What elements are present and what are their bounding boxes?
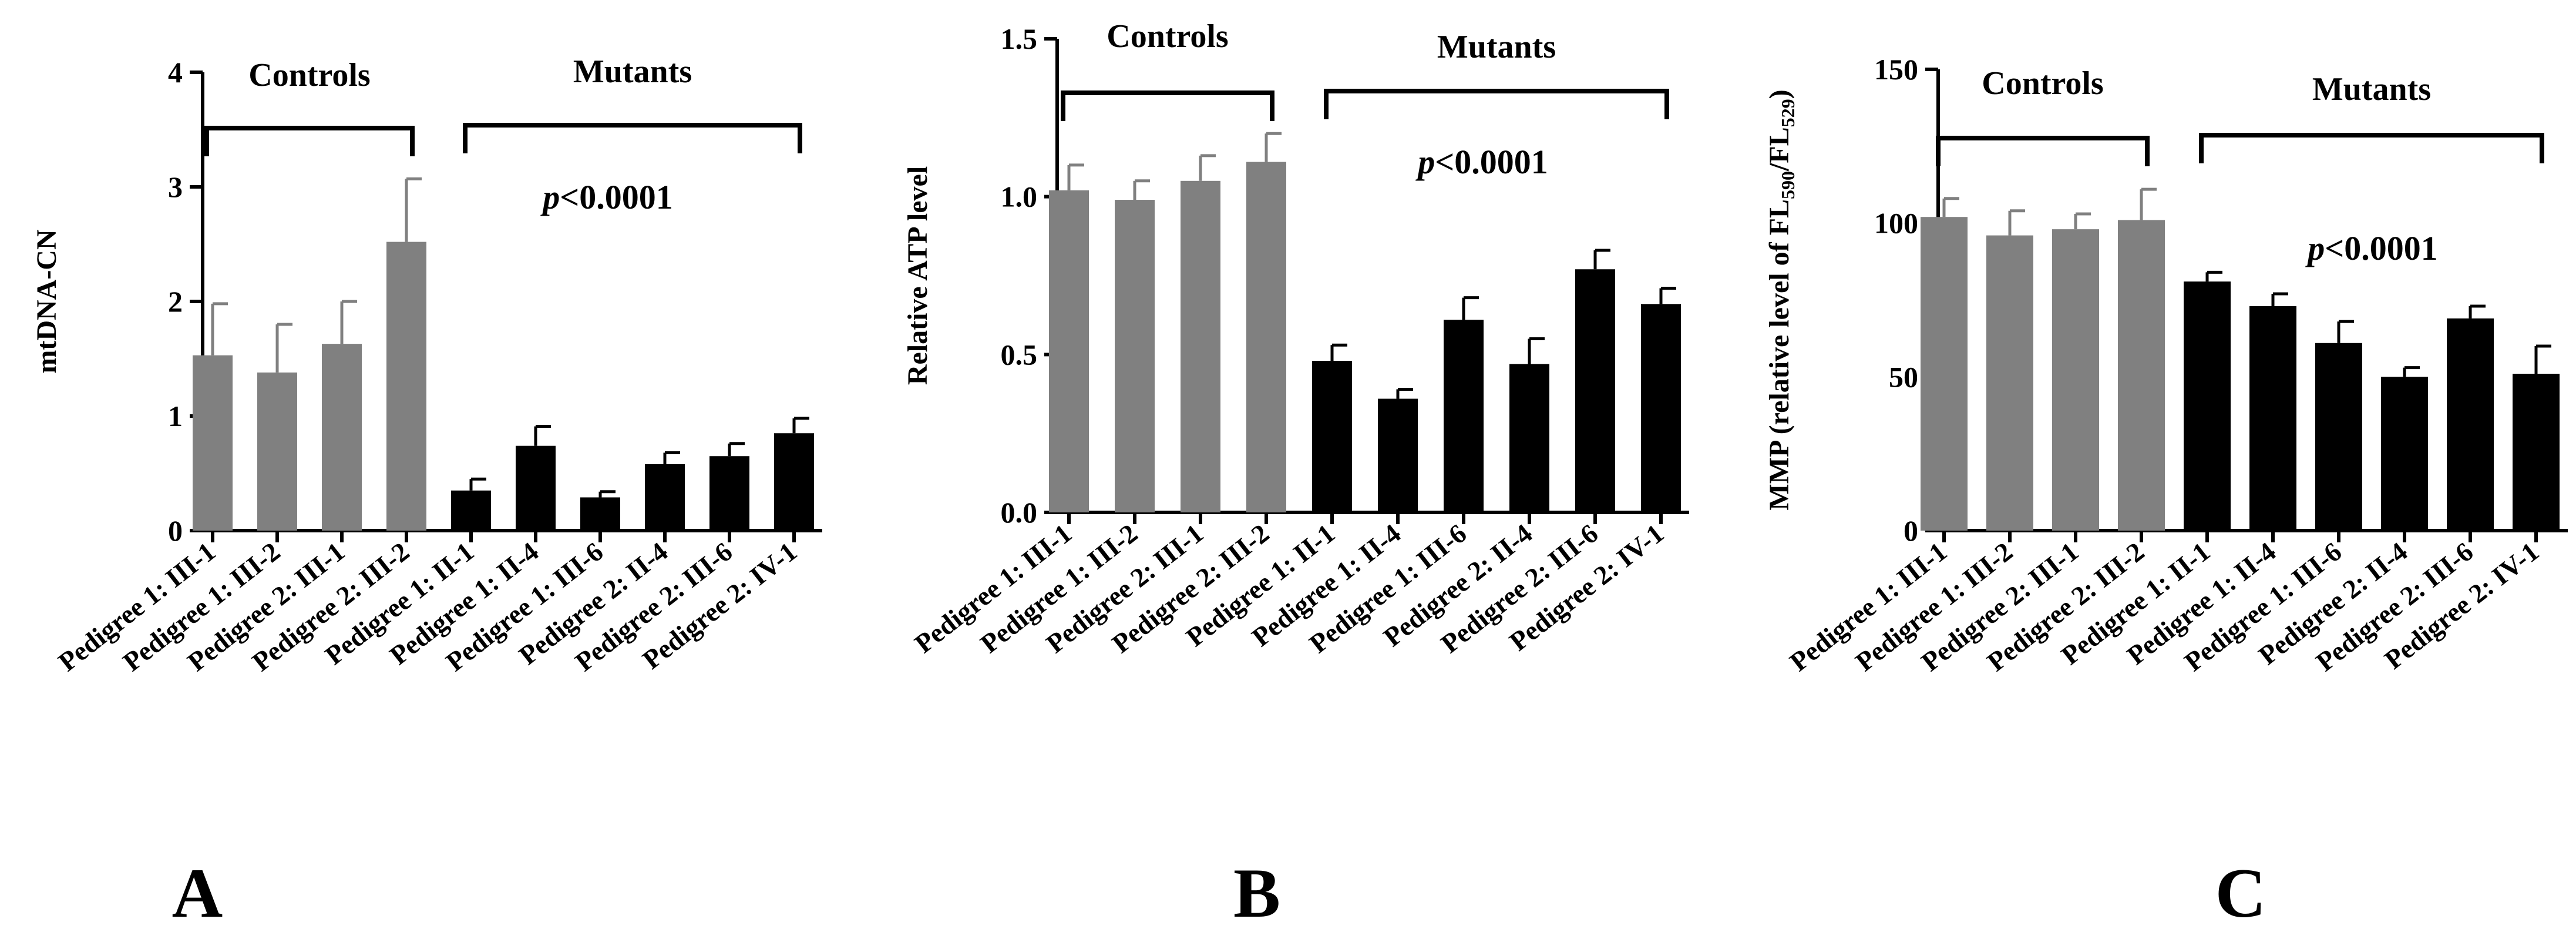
group-label-mutants: Mutants xyxy=(2312,71,2431,108)
panel-letter: A xyxy=(172,854,223,932)
group-bracket xyxy=(1936,136,2150,166)
group-bracket xyxy=(204,126,415,156)
mutant-bar xyxy=(516,445,556,531)
mutant-bar xyxy=(2447,318,2494,531)
y-tick-label: 150 xyxy=(1874,53,1918,86)
mutant-bar xyxy=(1509,364,1549,512)
control-bar xyxy=(1181,180,1220,512)
mutant-bar xyxy=(1378,398,1418,512)
mutant-bar xyxy=(1444,320,1484,512)
y-axis-title: MMP (relative level of FL590/FL529) xyxy=(1764,89,1798,510)
mutant-bar xyxy=(2184,281,2231,531)
y-axis-title: Relative ATP level xyxy=(902,166,933,385)
chart-panel-c: 0 50 100 150 MMP (relative level of FL590/FL… xyxy=(1764,53,2568,932)
control-bar xyxy=(1986,235,2033,531)
mutant-bar xyxy=(2249,306,2296,531)
p-value-annotation: p<0.0001 xyxy=(1415,143,1548,181)
control-bar xyxy=(2052,229,2099,531)
control-bar xyxy=(1246,162,1286,512)
group-bracket xyxy=(463,123,802,153)
mutant-bar xyxy=(1575,269,1615,512)
panel-letter: B xyxy=(1233,854,1280,932)
p-value-annotation: p<0.0001 xyxy=(2305,229,2438,267)
mutant-bar xyxy=(645,464,685,531)
y-tick-label: 50 xyxy=(1889,360,1918,393)
mutant-bar xyxy=(2381,377,2428,531)
group-label-mutants: Mutants xyxy=(573,53,692,90)
y-tick-label: 3 xyxy=(168,170,183,203)
group-label-controls: Controls xyxy=(1107,18,1228,55)
group-label-controls: Controls xyxy=(1982,65,2103,102)
group-bracket xyxy=(1324,89,1669,119)
group-label-mutants: Mutants xyxy=(1437,29,1556,65)
group-bracket xyxy=(1061,90,1274,121)
control-bar xyxy=(386,242,426,531)
y-tick-label: 0.0 xyxy=(1001,496,1038,529)
control-bar xyxy=(2118,220,2165,531)
mutant-bar xyxy=(580,497,620,531)
mutant-bar xyxy=(774,433,814,531)
mutant-bar xyxy=(1312,361,1352,512)
y-tick-label: 4 xyxy=(168,56,183,89)
y-axis-title: mtDNA-CN xyxy=(31,229,62,374)
y-tick-label: 0.5 xyxy=(1001,338,1038,371)
group-bracket xyxy=(2199,133,2544,163)
control-bar xyxy=(322,344,362,531)
group-label-controls: Controls xyxy=(248,57,370,93)
y-tick-label: 1.0 xyxy=(1001,180,1038,213)
control-bar xyxy=(257,372,297,531)
mutant-bar xyxy=(709,456,749,531)
control-bar xyxy=(1115,200,1155,512)
y-tick-label: 0 xyxy=(168,514,183,547)
panel-letter: C xyxy=(2215,854,2266,932)
control-bar xyxy=(1049,190,1089,512)
mutant-bar xyxy=(1641,304,1681,512)
y-tick-label: 100 xyxy=(1874,207,1918,240)
y-tick-label: 2 xyxy=(168,285,183,318)
p-value-annotation: p<0.0001 xyxy=(540,178,673,216)
control-bar xyxy=(1921,217,1968,531)
y-tick-label: 1.5 xyxy=(1001,22,1038,55)
control-bar xyxy=(193,355,233,531)
mutant-bar xyxy=(451,490,491,531)
mutant-bar xyxy=(2513,374,2560,531)
y-tick-label: 1 xyxy=(168,400,183,432)
y-tick-label: 0 xyxy=(1904,514,1918,547)
mutant-bar xyxy=(2315,343,2362,531)
